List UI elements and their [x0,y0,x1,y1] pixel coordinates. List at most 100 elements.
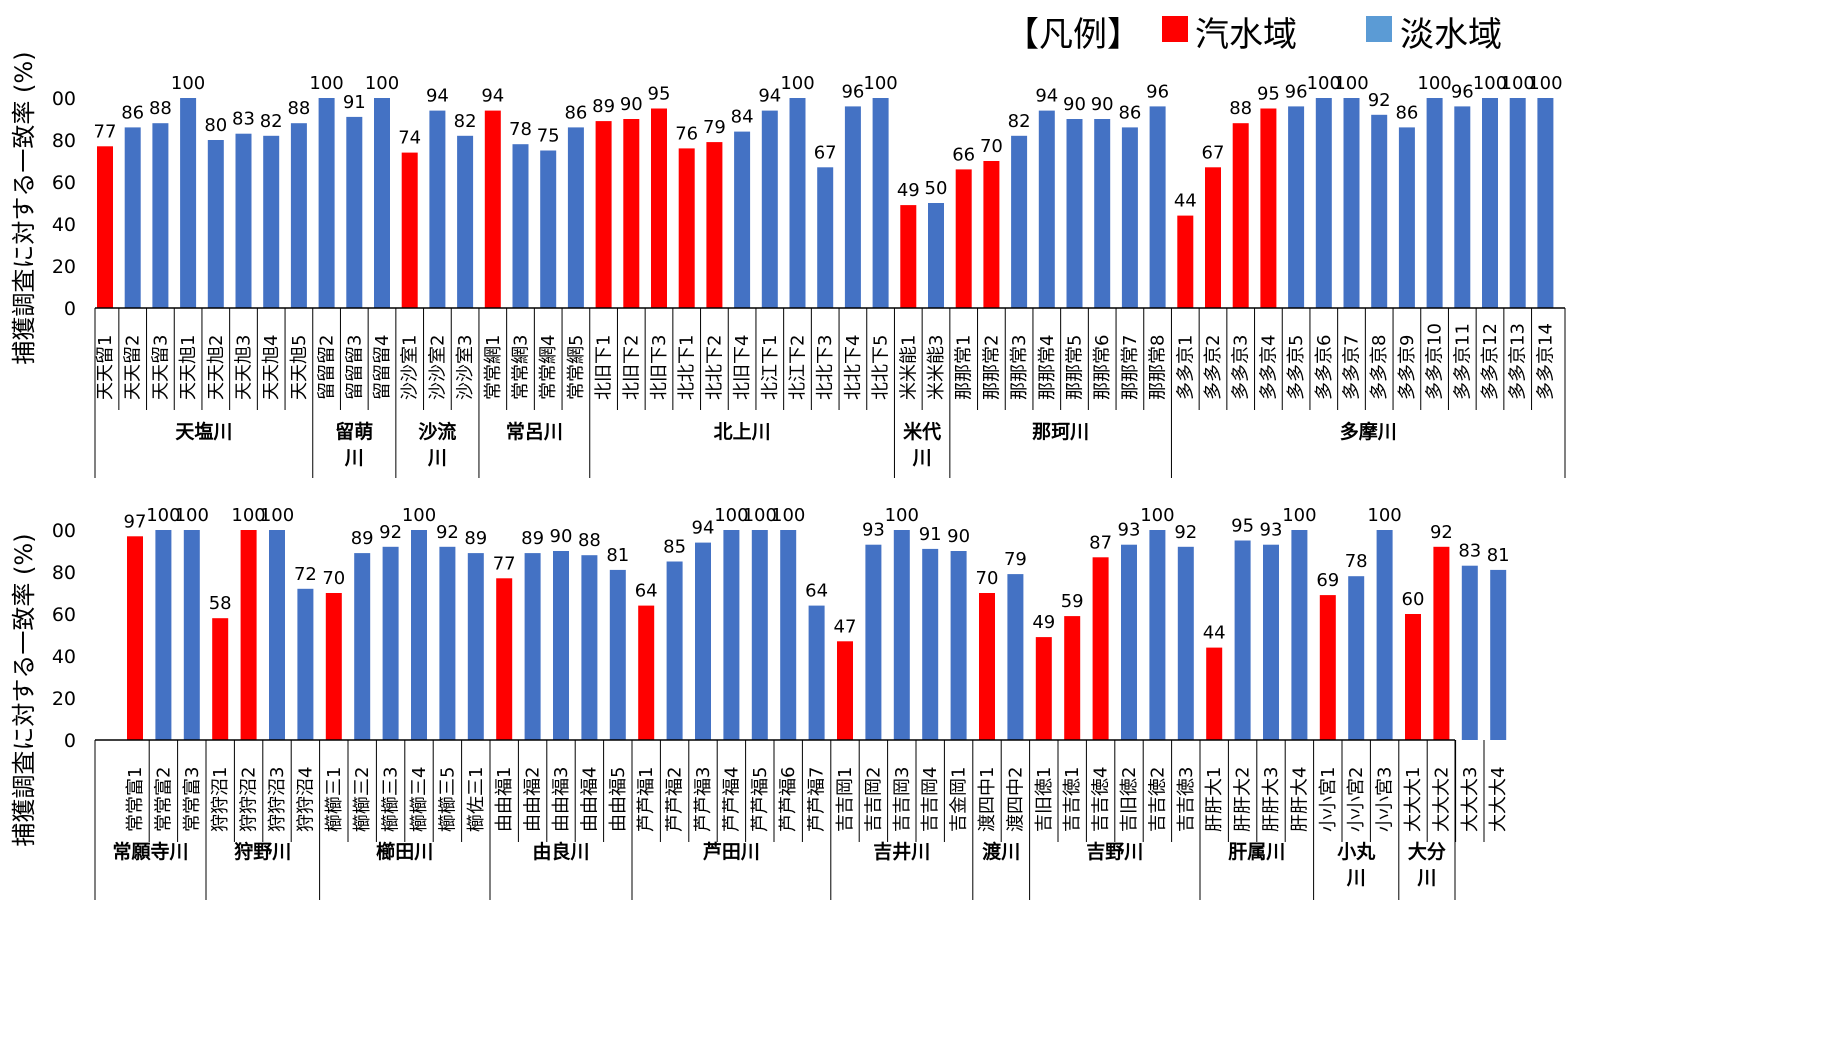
x-tick-label: 沙沙室2 [427,335,448,400]
x-tick-label: 狩狩沼4 [295,767,316,832]
legend-swatch-fresh [1366,16,1392,42]
data-label: 81 [1487,545,1510,566]
x-tick-label: 天天旭4 [261,335,282,400]
bar [1398,127,1415,309]
group-label: 沙流川 [418,420,456,469]
bar [1490,569,1507,740]
bar [127,536,143,740]
x-tick-label: 多多京6 [1314,335,1335,400]
bar [651,108,667,308]
data-label: 92 [1174,522,1197,543]
data-label: 91 [919,524,942,545]
data-label: 74 [398,128,421,149]
group-label: 那珂川 [1032,421,1089,443]
y-tick-label: 00 [52,88,76,110]
bar [950,551,967,740]
bar [1205,167,1221,308]
x-tick-label: 常常網3 [511,335,532,400]
data-label: 87 [1089,532,1112,553]
data-label: 91 [343,92,366,113]
bar [1454,106,1471,309]
data-label: 100 [743,505,777,526]
x-tick-label: 吉吉岡1 [835,767,856,832]
group-label: 常願寺川 [112,840,188,863]
x-tick-label: 留留留4 [372,335,393,400]
bar [638,605,655,740]
group-label: 渡川 [982,840,1020,863]
data-label: 100 [780,73,814,94]
bar [1405,614,1421,740]
x-tick-label: 留留留3 [344,335,365,400]
bar [382,546,399,740]
x-tick-label: 多多京8 [1369,335,1390,400]
data-label: 64 [635,581,658,602]
x-tick-label: 芦芦福1 [636,767,657,832]
group-label: 吉井川 [873,840,930,863]
bar [609,569,626,740]
data-label: 83 [232,109,255,130]
x-tick-label: 吉吉岡4 [920,767,941,832]
bar [789,98,806,308]
data-label: 100 [309,73,343,94]
data-label: 93 [1260,520,1283,541]
group-label: 由良川 [532,840,589,863]
data-label: 86 [564,102,587,123]
data-label: 100 [771,505,805,526]
group-label: 留萌川 [335,420,373,469]
data-label: 79 [703,117,726,138]
y-axis-title: 捕獲調査に対する一致率 (%) [10,51,38,364]
bar [666,561,683,740]
x-tick-label: 多多京4 [1258,335,1279,400]
x-tick-label: 沙沙室1 [400,335,421,400]
x-tick-label: 吉吉徳4 [1091,767,1112,832]
bar [723,530,740,740]
group-label: 芦田川 [703,840,760,863]
x-tick-label: 吉金岡1 [949,767,970,832]
group-label: 多摩川 [1340,420,1397,443]
data-label: 70 [322,568,345,589]
legend-label-fresh: 淡水域 [1400,15,1502,55]
group-label: 狩野川 [234,840,291,863]
x-tick-label: 芦芦福3 [693,767,714,832]
x-tick-label: 常常網5 [566,335,587,400]
group-label: 肝属川 [1228,841,1285,863]
bar [706,142,723,308]
x-tick-label: 芦芦福7 [807,767,828,832]
x-tick-label: 櫛櫛三1 [324,767,345,832]
bar [979,593,995,740]
y-tick-label: 20 [52,688,76,710]
data-label: 44 [1203,623,1226,644]
x-tick-label: 小小宮1 [1318,767,1339,832]
x-tick-label: 吉吉徳3 [1176,767,1197,832]
data-label: 89 [592,96,615,117]
bar [872,98,889,308]
x-tick-label: 肝肝大4 [1289,767,1310,832]
bar [1315,98,1332,308]
bar [1371,114,1388,308]
bar [1121,127,1138,309]
data-label: 79 [1004,549,1027,570]
data-label: 82 [1008,111,1031,132]
x-tick-label: 那那常6 [1092,335,1113,400]
x-tick-label: 北旧下1 [594,335,615,400]
bar [155,530,172,740]
x-tick-label: 渡四中1 [977,767,998,832]
data-label: 94 [758,86,781,107]
bar [1348,576,1365,740]
bar [297,588,314,740]
x-tick-label: 芦芦福5 [750,767,771,832]
data-label: 100 [885,505,919,526]
bar [751,530,768,740]
data-label: 93 [1118,520,1141,541]
bar [484,110,501,308]
x-tick-label: 吉吉岡3 [892,767,913,832]
x-tick-label: 多多京12 [1480,323,1501,400]
data-label: 85 [663,537,686,558]
bar [269,530,285,740]
x-tick-label: 多多京10 [1425,323,1446,400]
data-label: 80 [204,115,227,136]
x-tick-label: 北旧下4 [732,335,753,400]
bar [1291,530,1308,740]
bar [374,98,390,308]
bar [263,135,280,308]
